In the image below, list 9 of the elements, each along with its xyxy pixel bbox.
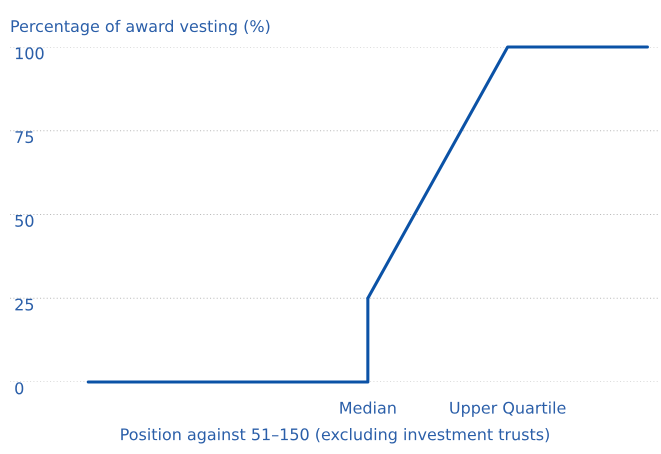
y-tick-label: 25	[15, 298, 34, 311]
x-axis-title: Position against 51–150 (excluding investment trusts)	[121, 428, 549, 444]
y-tick-label: 100	[16, 47, 44, 60]
y-tick-label: 0	[15, 382, 24, 394]
y-axis-title: Percentage of award vesting (%)	[12, 20, 270, 36]
y-tick-label: 50	[15, 214, 34, 227]
y-tick-label: 75	[15, 131, 34, 144]
x-tick-label: Upper Quartile	[450, 401, 566, 417]
x-tick-label: Median	[340, 401, 396, 414]
